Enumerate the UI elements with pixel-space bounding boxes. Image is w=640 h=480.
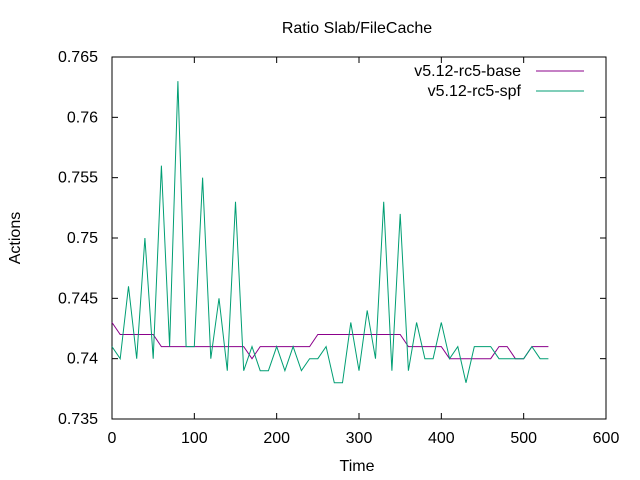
y-tick-label: 0.75	[67, 230, 98, 247]
series-layer	[111, 81, 549, 384]
x-axis-label: Time	[340, 458, 375, 475]
y-tick-label: 0.74	[67, 351, 98, 368]
series-line-2	[111, 81, 549, 384]
plot-area-frame	[111, 56, 607, 420]
legend-label-1: v5.12-rc5-base	[414, 63, 521, 80]
y-axis-ticks: 0.735 0.74 0.745 0.75 0.755 0.76 0.765	[58, 49, 606, 428]
x-axis-ticks: 0 100 200 300 400 500 600	[108, 57, 620, 447]
y-tick-label: 0.745	[58, 290, 98, 307]
x-tick-label: 0	[108, 430, 117, 447]
x-tick-label: 500	[510, 430, 537, 447]
y-tick-label: 0.76	[67, 109, 98, 126]
x-tick-label: 300	[346, 430, 373, 447]
y-tick-label: 0.765	[58, 49, 98, 66]
y-tick-label: 0.755	[58, 170, 98, 187]
x-tick-label: 200	[263, 430, 290, 447]
y-tick-label: 0.735	[58, 411, 98, 428]
y-axis-label: Actions	[7, 212, 24, 264]
legend: v5.12-rc5-base v5.12-rc5-spf	[414, 63, 584, 100]
chart-title: Ratio Slab/FileCache	[282, 20, 432, 37]
series-line-1	[111, 322, 549, 360]
x-tick-label: 100	[181, 430, 208, 447]
x-tick-label: 600	[593, 430, 620, 447]
x-tick-label: 400	[428, 430, 455, 447]
legend-label-2: v5.12-rc5-spf	[428, 83, 522, 100]
